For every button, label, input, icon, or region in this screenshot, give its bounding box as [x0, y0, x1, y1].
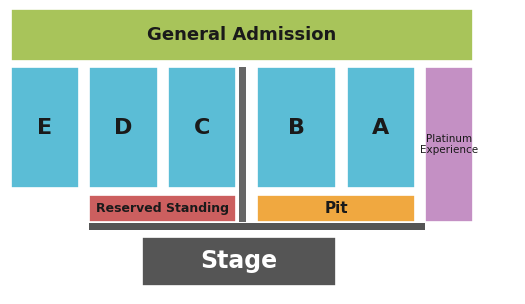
Text: D: D [114, 118, 132, 138]
Text: C: C [194, 118, 211, 138]
FancyBboxPatch shape [257, 67, 336, 188]
FancyBboxPatch shape [168, 67, 236, 188]
Text: Platinum
Experience: Platinum Experience [420, 133, 478, 155]
Text: Stage: Stage [201, 250, 277, 273]
Text: A: A [372, 118, 389, 138]
FancyBboxPatch shape [10, 9, 472, 61]
FancyBboxPatch shape [142, 237, 336, 286]
Text: Reserved Standing: Reserved Standing [96, 202, 229, 215]
FancyBboxPatch shape [89, 223, 425, 230]
FancyBboxPatch shape [346, 67, 415, 188]
FancyBboxPatch shape [10, 67, 79, 188]
FancyBboxPatch shape [239, 67, 246, 222]
FancyBboxPatch shape [89, 67, 158, 188]
FancyBboxPatch shape [89, 195, 236, 222]
Text: E: E [37, 118, 52, 138]
Text: General Admission: General Admission [147, 26, 336, 44]
FancyBboxPatch shape [425, 67, 472, 222]
FancyBboxPatch shape [257, 195, 415, 222]
Text: Pit: Pit [324, 201, 348, 216]
Text: B: B [288, 118, 305, 138]
